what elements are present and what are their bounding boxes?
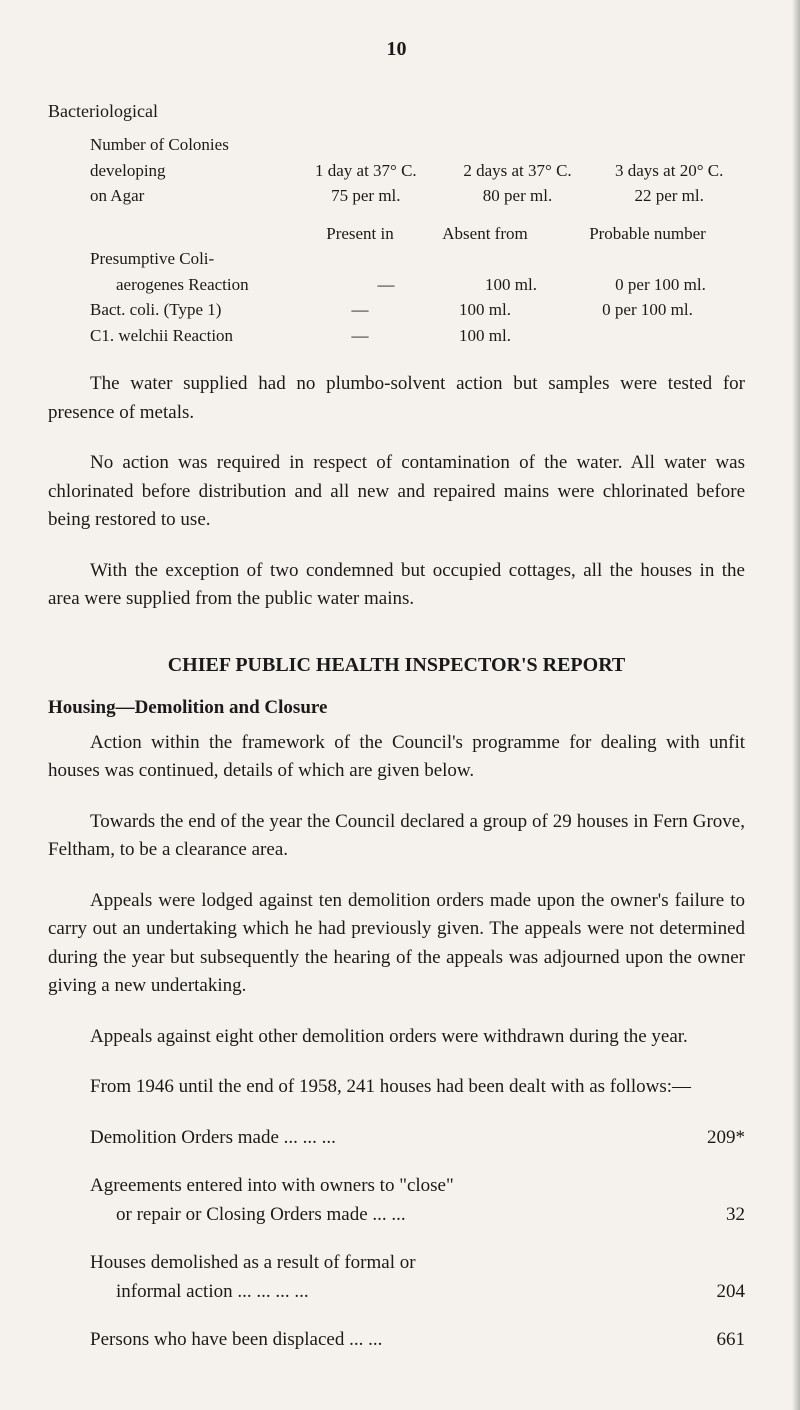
test-header-2: Absent from	[420, 221, 550, 247]
list-value-1: 209*	[675, 1124, 745, 1153]
colony-label-1: Number of Colonies	[90, 132, 290, 158]
page-number: 10	[48, 38, 745, 61]
test-row3-c3	[550, 323, 745, 349]
colony-val-2: 80 per ml.	[442, 183, 594, 209]
list-label-2b: or repair or Closing Orders made ... ...	[90, 1201, 675, 1230]
colony-label-3: on Agar	[90, 183, 290, 209]
test-table: Present in Absent from Probable number P…	[48, 221, 745, 349]
test-row2-label: Bact. coli. (Type 1)	[90, 297, 300, 323]
test-header-1: Present in	[300, 221, 420, 247]
paragraph-1: The water supplied had no plumbo-solvent…	[48, 370, 745, 427]
test-row1-c2: 100 ml.	[446, 272, 576, 298]
paragraph-7: Appeals against eight other demolition o…	[48, 1023, 745, 1052]
bacteriological-heading: Bacteriological	[48, 101, 745, 122]
list-label-4: Persons who have been displaced ... ...	[90, 1326, 675, 1355]
list-label-2: Agreements entered into with owners to "…	[90, 1172, 675, 1229]
paragraph-4: Action within the framework of the Counc…	[48, 729, 745, 786]
colony-table: Number of Colonies developing 1 day at 3…	[48, 132, 745, 209]
test-row2-c2: 100 ml.	[420, 297, 550, 323]
test-row1-c1: —	[326, 272, 446, 298]
list-label-2a: Agreements entered into with owners to "…	[90, 1175, 454, 1196]
colony-val-1: 75 per ml.	[290, 183, 442, 209]
colony-val-3: 22 per ml.	[593, 183, 745, 209]
list-item-1: Demolition Orders made ... ... ... 209*	[90, 1124, 745, 1153]
test-header-empty	[90, 221, 300, 247]
test-row1-label-a: Presumptive Coli-	[90, 246, 300, 272]
test-row3-c2: 100 ml.	[420, 323, 550, 349]
paragraph-8: From 1946 until the end of 1958, 241 hou…	[48, 1073, 745, 1102]
paragraph-2: No action was required in respect of con…	[48, 449, 745, 535]
colony-day-2: 2 days at 37° C.	[442, 158, 594, 184]
test-row2-c1: —	[300, 297, 420, 323]
list-value-3: 204	[675, 1278, 745, 1307]
colony-label-2: developing	[90, 158, 290, 184]
list-label-3: Houses demolished as a result of formal …	[90, 1249, 675, 1306]
list-label-3a: Houses demolished as a result of formal …	[90, 1252, 416, 1273]
test-row1-label-b: aerogenes Reaction	[90, 272, 326, 298]
colony-day-3: 3 days at 20° C.	[593, 158, 745, 184]
stats-list: Demolition Orders made ... ... ... 209* …	[48, 1124, 745, 1355]
test-header-3: Probable number	[550, 221, 745, 247]
page-shadow	[792, 0, 800, 1410]
housing-subheading: Housing—Demolition and Closure	[48, 697, 745, 719]
document-page: 10 Bacteriological Number of Colonies de…	[0, 0, 800, 1410]
test-row3-label: C1. welchii Reaction	[90, 323, 300, 349]
test-row1-c3: 0 per 100 ml.	[576, 272, 745, 298]
paragraph-6: Appeals were lodged against ten demoliti…	[48, 887, 745, 1001]
test-row3-c1: —	[300, 323, 420, 349]
list-label-1: Demolition Orders made ... ... ...	[90, 1124, 675, 1153]
list-item-3: Houses demolished as a result of formal …	[90, 1249, 745, 1306]
list-value-2: 32	[675, 1201, 745, 1230]
colony-day-1: 1 day at 37° C.	[290, 158, 442, 184]
report-heading: CHIEF PUBLIC HEALTH INSPECTOR'S REPORT	[48, 654, 745, 677]
list-item-2: Agreements entered into with owners to "…	[90, 1172, 745, 1229]
list-label-3b: informal action ... ... ... ...	[90, 1278, 675, 1307]
list-value-4: 661	[675, 1326, 745, 1355]
paragraph-5: Towards the end of the year the Council …	[48, 808, 745, 865]
list-item-4: Persons who have been displaced ... ... …	[90, 1326, 745, 1355]
test-row2-c3: 0 per 100 ml.	[550, 297, 745, 323]
paragraph-3: With the exception of two condemned but …	[48, 557, 745, 614]
